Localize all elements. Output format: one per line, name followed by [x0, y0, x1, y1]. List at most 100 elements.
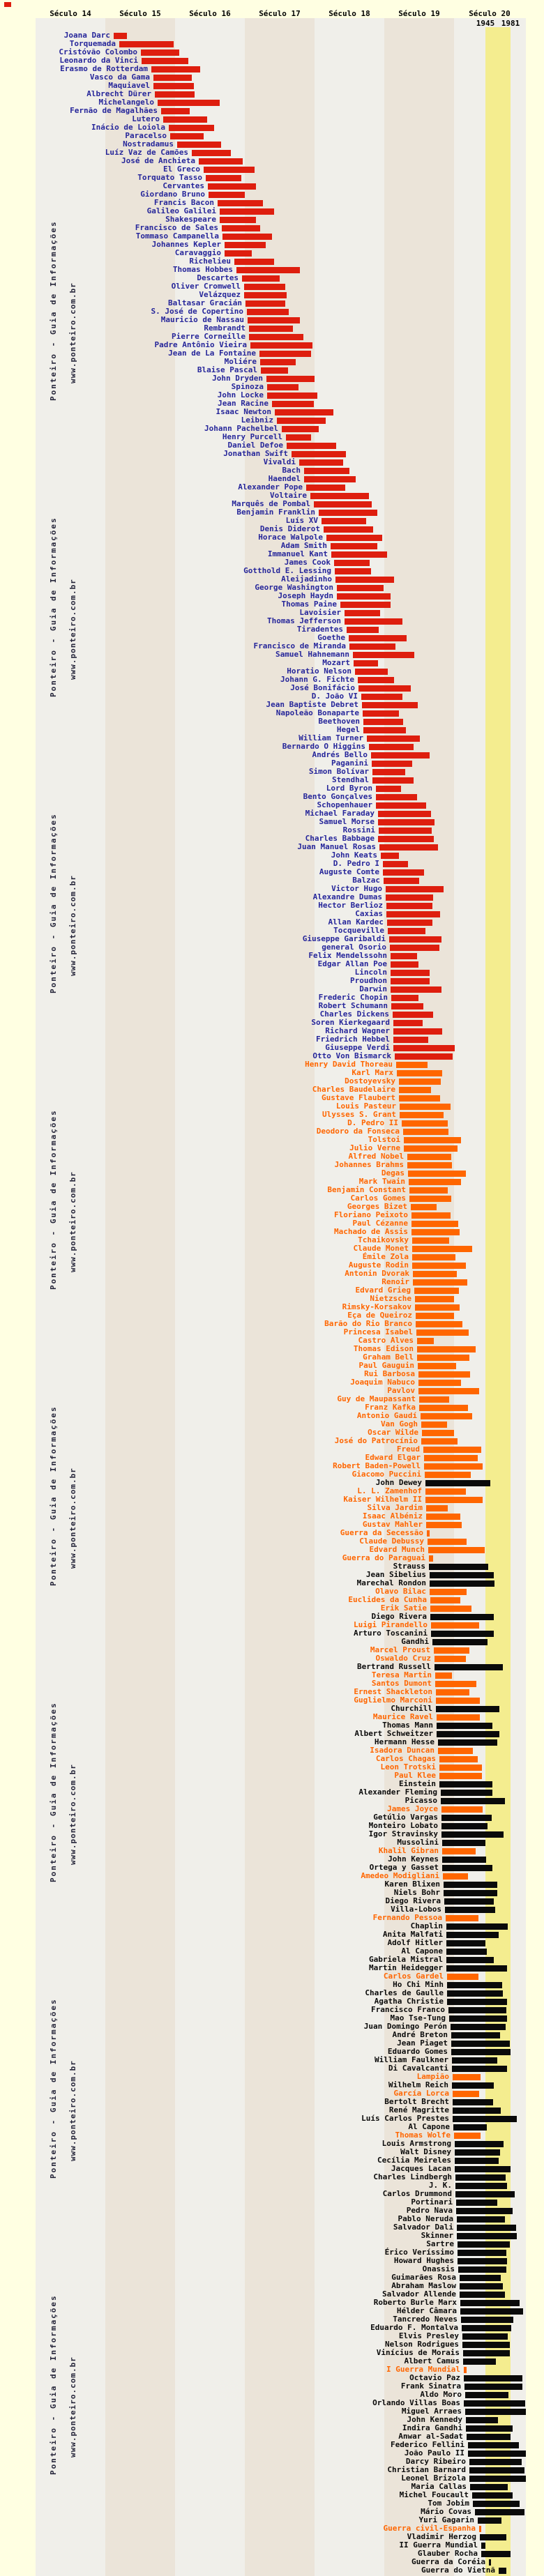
- lifespan-bar: [452, 2066, 507, 2072]
- lifespan-bar: [419, 1405, 468, 1411]
- lifespan-bar: [391, 995, 418, 1001]
- person-label: D. Pedro I: [333, 859, 379, 868]
- person-label: Francis Bacon: [153, 198, 214, 207]
- lifespan-bar: [455, 2149, 500, 2156]
- lifespan-bar: [435, 1672, 452, 1679]
- person-label: Karl Marx: [352, 1068, 393, 1077]
- person-label: Lincoln: [354, 968, 387, 977]
- century-label: Século 15: [119, 9, 161, 18]
- lifespan-bar: [426, 1522, 462, 1528]
- lifespan-bar: [438, 1748, 473, 1754]
- person-label: Otto Von Bismarck: [312, 1051, 391, 1060]
- person-label: Edvard Grieg: [355, 1286, 411, 1295]
- person-label: John Dryden: [212, 374, 263, 383]
- lifespan-bar: [455, 2166, 511, 2172]
- lifespan-bar: [413, 1271, 457, 1277]
- lifespan-bar: [438, 1739, 497, 1746]
- person-label: Andrés Bello: [312, 750, 368, 759]
- person-label: Edgar Allan Poe: [317, 959, 387, 968]
- lifespan-bar: [455, 2183, 507, 2189]
- lifespan-bar: [461, 2317, 513, 2323]
- lifespan-bar: [192, 150, 231, 156]
- lifespan-bar: [469, 2467, 524, 2474]
- lifespan-bar: [439, 1781, 492, 1788]
- lifespan-bar: [236, 267, 300, 273]
- person-label: Robert Baden-Powell: [333, 1461, 421, 1470]
- lifespan-bar: [480, 2534, 506, 2540]
- person-label: Oliver Cromwell: [171, 282, 241, 291]
- lifespan-bar: [436, 1689, 469, 1695]
- person-label: Henry David Thoreau: [305, 1060, 393, 1069]
- person-label: Mauricio de Nassau: [160, 315, 244, 324]
- person-label: Torquato Tasso: [137, 173, 202, 182]
- watermark-url: www.ponteiro.com.br: [68, 1468, 77, 1569]
- lifespan-bar: [390, 945, 439, 951]
- person-label: Juan Domingo Perón: [363, 2022, 447, 2031]
- person-label: Graham Bell: [363, 1352, 414, 1362]
- person-label: Alfred Nobel: [348, 1152, 404, 1161]
- person-label: Vivaldi: [263, 457, 296, 466]
- lifespan-bar: [418, 1388, 479, 1394]
- lifespan-bar: [409, 1187, 448, 1194]
- lifespan-bar: [456, 2200, 497, 2206]
- person-label: John Keynes: [388, 1854, 439, 1864]
- person-label: Paul Cézanne: [352, 1219, 408, 1228]
- lifespan-bar: [367, 736, 420, 742]
- lifespan-bar: [411, 1229, 460, 1235]
- lifespan-bar: [470, 2484, 508, 2490]
- person-label: Hermann Hesse: [374, 1737, 435, 1746]
- lifespan-bar: [464, 2384, 522, 2390]
- person-label: Marquês de Pombal: [232, 499, 310, 508]
- person-label: Paul Gauguin: [358, 1361, 414, 1370]
- lifespan-bar: [443, 1873, 468, 1880]
- lifespan-bar: [422, 1430, 454, 1436]
- lifespan-bar: [439, 1773, 482, 1779]
- lifespan-bar: [460, 2292, 505, 2298]
- person-label: Marcel Proust: [370, 1645, 430, 1654]
- century-label: Século 19: [398, 9, 440, 18]
- person-label: Ortega y Gasset: [369, 1863, 439, 1872]
- person-label: Salvador Allende: [382, 2289, 456, 2299]
- person-label: José Bonifácio: [290, 683, 355, 692]
- person-label: Mussolini: [397, 1838, 439, 1847]
- lifespan-bar: [114, 33, 127, 39]
- person-label: Cecília Meireles: [377, 2156, 451, 2165]
- person-label: Luís XV: [285, 516, 318, 525]
- lifespan-bar: [411, 1221, 458, 1227]
- person-label: Guimarães Rosa: [391, 2273, 456, 2282]
- person-label: D. João VI: [311, 692, 358, 701]
- lifespan-bar: [442, 1848, 476, 1854]
- lifespan-bar: [204, 167, 255, 173]
- person-label: Stendhal: [332, 775, 369, 784]
- lifespan-bar: [267, 393, 317, 399]
- lifespan-bar: [453, 2108, 501, 2114]
- lifespan-bar: [499, 2568, 506, 2574]
- lifespan-bar: [466, 2417, 498, 2423]
- lifespan-bar: [314, 501, 372, 508]
- person-label: Christian Barnard: [387, 2465, 466, 2474]
- lifespan-bar: [372, 777, 414, 784]
- person-label: D. Pedro II: [347, 1118, 398, 1127]
- person-label: Leonardo da Vinci: [59, 56, 138, 65]
- lifespan-bar: [447, 1999, 507, 2005]
- person-label: Leibniz: [241, 416, 273, 425]
- person-label: Paul Klee: [394, 1771, 436, 1780]
- person-label: Silva Jardim: [367, 1503, 423, 1512]
- person-label: Fernando Pessoa: [372, 1913, 442, 1922]
- person-label: Voltaire: [270, 491, 307, 500]
- person-label: Horatio Nelson: [287, 666, 352, 676]
- person-label: John Dewey: [375, 1478, 422, 1487]
- person-label: Maquiavel: [108, 81, 150, 90]
- lifespan-bar: [393, 1037, 428, 1043]
- lifespan-bar: [277, 418, 326, 424]
- person-label: Carlos Gomes: [350, 1194, 406, 1203]
- lifespan-bar: [282, 426, 319, 432]
- lifespan-bar: [446, 1957, 494, 1963]
- lifespan-bar: [151, 66, 200, 73]
- lifespan-bar: [462, 2333, 508, 2340]
- lifespan-bar: [354, 660, 378, 666]
- lifespan-bar: [412, 1237, 449, 1244]
- lifespan-bar: [393, 1020, 423, 1026]
- lifespan-bar: [349, 635, 407, 641]
- watermark-brand: Ponteiro - Guia de Informações: [49, 220, 58, 401]
